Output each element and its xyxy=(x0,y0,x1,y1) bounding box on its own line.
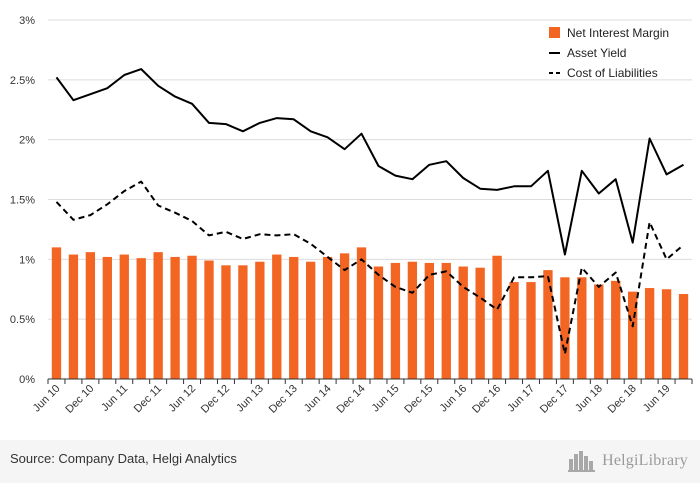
nim-bar xyxy=(458,266,468,379)
legend-label: Net Interest Margin xyxy=(567,26,669,40)
nim-bar xyxy=(678,294,689,379)
x-tick-label: Jun 16 xyxy=(437,383,469,415)
nim-bar xyxy=(644,288,655,379)
x-tick-label: Dec 10 xyxy=(63,383,96,416)
nim-bar xyxy=(594,284,604,379)
x-tick-label: Jun 17 xyxy=(505,383,537,415)
x-tick-label: Jun 12 xyxy=(166,383,198,415)
x-tick-label: Jun 18 xyxy=(573,383,605,415)
nim-bar xyxy=(356,247,367,379)
logo-text: HelgiLibrary xyxy=(602,452,688,469)
nim-bar xyxy=(339,253,350,379)
nim-bar xyxy=(289,256,299,379)
nim-bar xyxy=(611,280,621,379)
nim-bar xyxy=(204,260,214,379)
nim-bar xyxy=(424,262,434,379)
nim-bar xyxy=(119,254,129,379)
y-tick-label: 2% xyxy=(19,135,35,147)
helgi-library-logo[interactable]: HelgiLibrary xyxy=(568,448,688,474)
nim-bar xyxy=(492,255,502,379)
y-tick-label: 1% xyxy=(19,254,35,266)
x-tick-label: Jun 15 xyxy=(370,383,402,415)
y-tick-label: 0.5% xyxy=(10,314,35,326)
x-tick-label: Jun 14 xyxy=(302,383,334,415)
nim-bar xyxy=(577,277,587,379)
nim-bar xyxy=(272,254,282,379)
x-tick-label: Jun 10 xyxy=(31,383,63,415)
nim-bar xyxy=(51,247,62,379)
y-tick-label: 0% xyxy=(19,374,35,386)
nim-bar xyxy=(441,262,451,379)
nim-bar xyxy=(390,262,401,379)
nim-bar xyxy=(322,256,333,379)
nim-bar xyxy=(153,252,163,379)
nim-bar xyxy=(373,266,384,379)
x-tick-label: Dec 11 xyxy=(132,383,165,416)
city-skyline-icon xyxy=(568,451,596,472)
legend-label: Asset Yield xyxy=(567,46,626,60)
source-note: Source: Company Data, Helgi Analytics xyxy=(10,451,237,466)
nim-bar xyxy=(238,265,248,379)
nim-bar xyxy=(475,267,485,379)
cost-of-liabilities-line xyxy=(55,180,685,355)
x-tick-label: Jun 11 xyxy=(99,383,130,414)
nim-bar xyxy=(526,282,536,379)
chart-svg: 0%0.5%1%1.5%2%2.5%3%Jun 10 Dec 10 Jun 11 De… xyxy=(10,15,693,416)
nim-bar xyxy=(85,252,96,379)
nim-bar xyxy=(102,256,112,379)
nim-bar xyxy=(560,277,570,379)
nim-bar xyxy=(543,270,553,379)
y-tick-label: 1.5% xyxy=(10,195,35,207)
asset-yield-line xyxy=(55,68,684,256)
x-tick-label: Jun 13 xyxy=(234,383,266,415)
x-tick-label: Dec 18 xyxy=(606,383,639,416)
x-tick-label: Dec 12 xyxy=(199,383,232,416)
x-tick-label: Dec 17 xyxy=(538,383,571,416)
x-tick-label: Dec 14 xyxy=(335,383,368,416)
nim-bar xyxy=(221,265,231,379)
nim-bar xyxy=(68,254,79,379)
y-tick-label: 2.5% xyxy=(10,75,35,87)
footer: Source: Company Data, Helgi Analytics He… xyxy=(0,440,700,483)
chart: 0% 0.5% 1% 1.5% 2% 2.5% 3% Jun 10 Dec 10 Jun 11 De… xyxy=(10,15,693,416)
nim-bar xyxy=(407,261,418,379)
nim-bar xyxy=(170,256,180,379)
nim-bar xyxy=(306,261,316,379)
legend-swatch-bar xyxy=(549,27,560,38)
y-tick-label: 3% xyxy=(19,15,35,27)
x-tick-label: Dec 16 xyxy=(470,383,503,416)
nim-bar xyxy=(628,291,638,379)
legend-label: Cost of Liabilities xyxy=(567,66,658,80)
nim-bar xyxy=(136,258,146,379)
nim-bar xyxy=(509,282,519,379)
x-tick-label: Jun 19 xyxy=(641,383,673,415)
nim-bar xyxy=(255,261,265,379)
x-tick-label: Dec 15 xyxy=(402,383,435,416)
nim-bar xyxy=(661,289,672,379)
x-tick-label: Dec 13 xyxy=(267,383,300,416)
nim-bar xyxy=(187,255,197,379)
